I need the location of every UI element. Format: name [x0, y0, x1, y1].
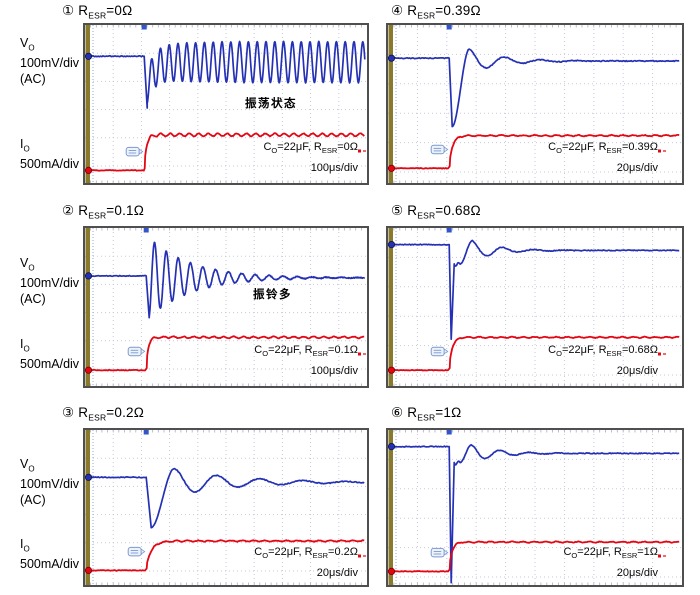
- io-ground-marker: [85, 366, 93, 374]
- scope-left-bar: [388, 228, 393, 386]
- trigger-flag: [430, 346, 449, 357]
- io-trace: [90, 335, 365, 372]
- panel-title: ④ RESR=0.39Ω: [391, 3, 481, 21]
- io-right-marker: [658, 352, 666, 356]
- scope-left-bar: [85, 430, 90, 585]
- waveform-plot: [388, 25, 682, 183]
- scope-panel-1: CO=22μF, RESR=0Ω 100μs/div 振荡状态: [83, 23, 369, 185]
- trigger-marker: [446, 228, 452, 233]
- scope-left-bar: [85, 228, 90, 386]
- time-scale-label: 20μs/div: [616, 364, 658, 377]
- trigger-marker: [143, 228, 149, 233]
- trigger-marker: [446, 25, 452, 30]
- vo-trace: [91, 40, 366, 109]
- panel-number: ⑤: [391, 203, 404, 218]
- vo-trace: [91, 241, 366, 319]
- io-ground-marker: [85, 566, 93, 574]
- trigger-flag: [127, 546, 146, 557]
- io-ground-marker: [388, 366, 396, 374]
- waveform-plot: [388, 228, 682, 386]
- scope-panel-4: CO=22μF, RESR=0.39Ω 20μs/div: [386, 23, 684, 185]
- panel-title: ⑥ RESR=1Ω: [391, 405, 462, 423]
- waveform-plot: [85, 430, 367, 585]
- time-scale-label: 20μs/div: [316, 566, 358, 579]
- vo-ground-marker: [388, 241, 396, 249]
- panel-title: ① RESR=0Ω: [62, 3, 133, 21]
- io-right-marker: [658, 554, 666, 558]
- io-ground-marker: [388, 567, 396, 575]
- condition-annotation: CO=22μF, RESR=0Ω 100μs/div: [263, 139, 358, 177]
- trigger-marker: [143, 430, 149, 435]
- vo-axis-label: VO 100mV/div (AC): [20, 36, 80, 86]
- io-axis-label: IO 500mA/div: [20, 537, 80, 571]
- vo-axis-label: VO 100mV/div (AC): [20, 457, 80, 507]
- condition-annotation: CO=22μF, RESR=0.1Ω 100μs/div: [254, 342, 358, 380]
- condition-annotation: CO=22μF, RESR=0.39Ω 20μs/div: [548, 139, 658, 177]
- io-right-marker: [658, 149, 666, 153]
- vo-ground-marker: [85, 272, 93, 280]
- panel-number: ③: [62, 405, 75, 420]
- trigger-marker: [446, 430, 452, 435]
- io-trace: [393, 335, 680, 372]
- panel-number: ②: [62, 203, 75, 218]
- vo-trace: [393, 443, 680, 584]
- panel-number: ④: [391, 3, 404, 18]
- io-right-marker: [358, 352, 366, 356]
- waveform-note: 振铃多: [253, 289, 292, 301]
- condition-annotation: CO=22μF, RESR=0.2Ω 20μs/div: [254, 544, 358, 582]
- vo-ground-marker: [388, 54, 396, 62]
- trigger-marker: [141, 25, 147, 30]
- io-right-marker: [358, 149, 366, 153]
- panel-title: ② RESR=0.1Ω: [62, 203, 145, 221]
- trigger-flag: [127, 346, 146, 357]
- scope-panel-3: CO=22μF, RESR=0.2Ω 20μs/div: [83, 428, 369, 587]
- scope-left-bar: [388, 430, 393, 585]
- waveform-plot: [388, 430, 682, 585]
- condition-annotation: CO=22μF, RESR=0.68Ω 20μs/div: [548, 342, 658, 380]
- vo-trace: [393, 48, 680, 128]
- vo-ground-marker: [85, 52, 93, 60]
- io-ground-marker: [85, 166, 93, 174]
- scope-panel-5: CO=22μF, RESR=0.68Ω 20μs/div: [386, 226, 684, 388]
- panel-title: ③ RESR=0.2Ω: [62, 405, 145, 423]
- waveform-plot: [85, 228, 367, 386]
- io-trace: [393, 540, 680, 573]
- io-right-marker: [358, 554, 366, 558]
- scope-panel-6: CO=22μF, RESR=1Ω 20μs/div: [386, 428, 684, 587]
- io-axis-label: IO 500mA/div: [20, 337, 80, 371]
- time-scale-label: 20μs/div: [616, 161, 658, 174]
- vo-ground-marker: [85, 473, 93, 481]
- scope-left-bar: [85, 25, 90, 183]
- panel-title: ⑤ RESR=0.68Ω: [391, 203, 481, 221]
- condition-annotation: CO=22μF, RESR=1Ω 20μs/div: [563, 544, 658, 582]
- time-scale-label: 100μs/div: [310, 161, 358, 174]
- io-ground-marker: [388, 164, 396, 172]
- vo-ground-marker: [388, 443, 396, 451]
- waveform-plot: [85, 25, 367, 183]
- scope-panel-2: CO=22μF, RESR=0.1Ω 100μs/div 振铃多: [83, 226, 369, 388]
- vo-axis-label: VO 100mV/div (AC): [20, 256, 80, 306]
- vo-trace: [393, 239, 680, 341]
- io-axis-label: IO 500mA/div: [20, 137, 80, 171]
- waveform-note: 振荡状态: [245, 98, 297, 110]
- trigger-flag: [430, 144, 449, 155]
- io-trace: [90, 132, 365, 172]
- io-trace: [393, 133, 680, 170]
- time-scale-label: 100μs/div: [310, 364, 358, 377]
- time-scale-label: 20μs/div: [616, 566, 658, 579]
- scope-left-bar: [388, 25, 393, 183]
- trigger-flag: [125, 146, 144, 157]
- panel-number: ①: [62, 3, 75, 18]
- panel-number: ⑥: [391, 405, 404, 420]
- io-trace: [90, 539, 365, 572]
- trigger-flag: [430, 547, 449, 558]
- vo-trace: [90, 467, 365, 529]
